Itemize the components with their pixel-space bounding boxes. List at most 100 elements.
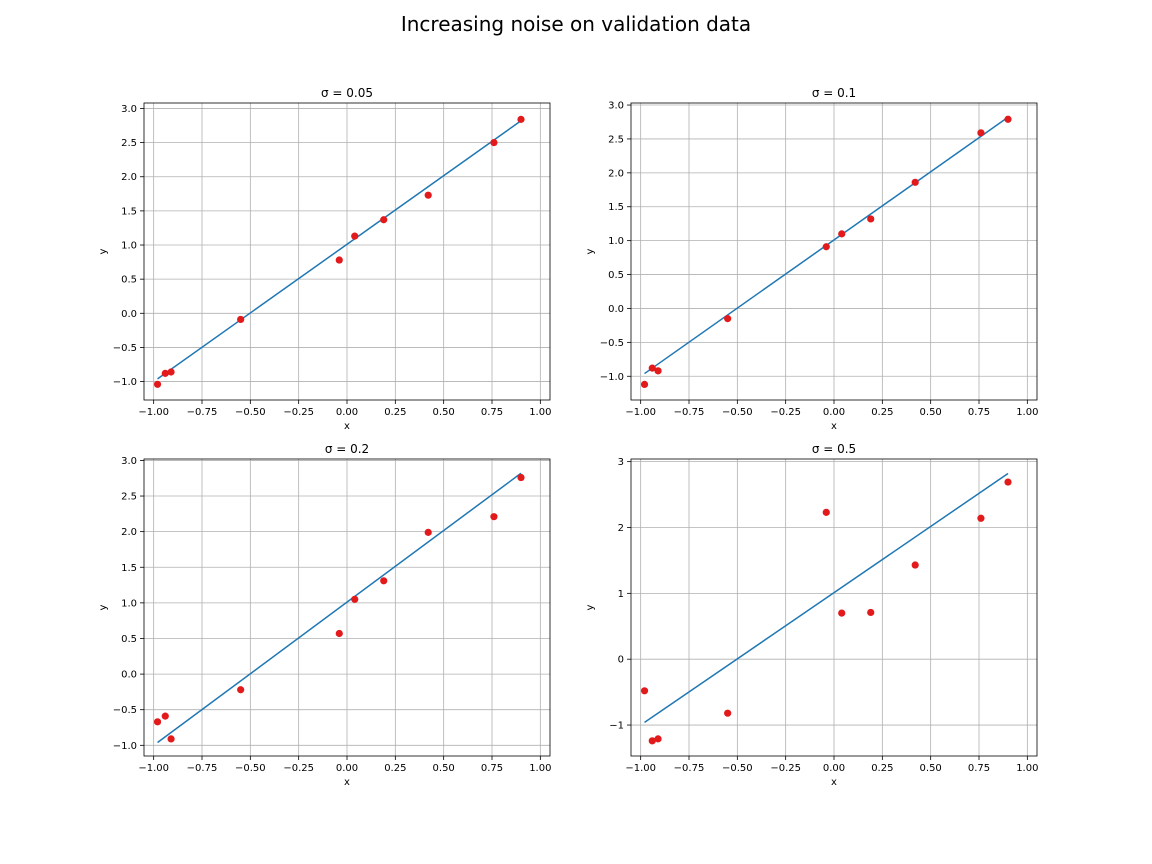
series-line <box>157 120 522 380</box>
y-tick-label: 2.5 <box>121 138 137 149</box>
data-point <box>1004 478 1012 486</box>
x-tick-label: −1.00 <box>625 407 656 418</box>
y-tick-label: 1.5 <box>121 563 137 574</box>
y-tick-label: −0.5 <box>600 338 624 349</box>
axes-frame <box>630 458 1038 757</box>
x-tick-label: 0.50 <box>920 407 942 418</box>
y-tick-label: 2.0 <box>121 527 137 538</box>
x-axis-label: x <box>831 777 837 788</box>
y-tick-label: 3 <box>618 457 624 468</box>
data-point <box>161 712 169 720</box>
x-tick-label: 0.25 <box>871 763 893 774</box>
axes-frame <box>143 458 551 757</box>
data-point <box>640 380 649 389</box>
x-tick-label: 0.75 <box>968 763 990 774</box>
x-axis-label: x <box>831 421 837 432</box>
data-point <box>335 256 343 264</box>
x-tick-label: −0.75 <box>187 763 218 774</box>
data-point <box>153 380 162 388</box>
x-tick-label: −0.75 <box>674 407 705 418</box>
y-tick-label: 3.0 <box>121 104 137 115</box>
y-tick-label: 1.0 <box>608 236 624 247</box>
x-tick-label: 0.25 <box>871 407 893 418</box>
data-point <box>648 364 656 372</box>
data-point <box>237 315 245 324</box>
data-point <box>380 216 388 224</box>
y-tick-label: 1.5 <box>608 202 624 213</box>
data-point <box>424 191 432 199</box>
data-point <box>648 737 656 745</box>
y-tick-label: 1.0 <box>121 598 137 609</box>
data-point <box>654 735 662 743</box>
data-point <box>654 367 662 375</box>
x-tick-label: 1.00 <box>1016 763 1038 774</box>
y-tick-label: 0.5 <box>121 275 137 286</box>
data-point <box>838 230 846 238</box>
y-tick-label: 2.5 <box>121 492 137 503</box>
y-tick-label: −1 <box>609 721 624 732</box>
data-point <box>490 513 498 521</box>
data-point <box>977 129 985 137</box>
y-tick-label: −0.5 <box>113 705 137 716</box>
y-tick-label: 1.0 <box>121 241 137 252</box>
x-tick-label: −0.25 <box>283 763 314 774</box>
x-tick-label: −0.50 <box>235 763 266 774</box>
y-tick-label: 2.5 <box>608 134 624 145</box>
data-point <box>380 577 388 585</box>
x-tick-label: −1.00 <box>138 407 169 418</box>
data-point <box>1004 115 1012 123</box>
y-tick-label: 0.0 <box>121 309 137 320</box>
data-point <box>517 473 525 482</box>
data-point <box>838 609 846 617</box>
subplot-4: −1.00 −0.75 −0.50 −0.25 0.00 0.25 0.50 0.75 1.00… <box>585 442 1038 788</box>
y-tick-label: 0.0 <box>608 304 624 315</box>
figure-title: Increasing noise on validation data <box>400 12 752 36</box>
subplot-title: σ = 0.05 <box>321 86 373 100</box>
x-tick-label: 0.75 <box>968 407 990 418</box>
data-point <box>977 514 985 522</box>
series-line <box>157 472 522 744</box>
data-point <box>867 608 875 617</box>
x-tick-label: 1.00 <box>529 407 551 418</box>
data-point <box>911 178 919 186</box>
data-point <box>724 315 732 323</box>
y-tick-label: −1.0 <box>113 741 137 752</box>
x-tick-label: −0.25 <box>283 407 314 418</box>
y-tick-label: 3.0 <box>121 456 137 467</box>
y-tick-label: 2.0 <box>121 172 137 183</box>
data-point <box>517 115 525 123</box>
y-axis-label: y <box>98 248 109 254</box>
x-tick-label: 0.50 <box>433 763 455 774</box>
x-tick-label: 0.50 <box>433 407 455 418</box>
x-tick-label: 0.75 <box>481 407 503 418</box>
x-tick-label: −0.50 <box>235 407 266 418</box>
x-tick-label: −1.00 <box>138 763 169 774</box>
y-axis-label: y <box>98 604 109 610</box>
y-tick-label: 3.0 <box>608 101 624 112</box>
x-tick-label: 0.25 <box>384 763 406 774</box>
subplot-3: −1.00 −0.75 −0.50 −0.25 0.00 0.25 0.50 0.75 1.00… <box>98 442 551 788</box>
data-point <box>640 687 649 695</box>
data-point <box>167 735 175 743</box>
x-tick-label: 1.00 <box>529 763 551 774</box>
data-point <box>237 686 245 694</box>
y-tick-label: 0.5 <box>121 634 137 645</box>
y-tick-label: 0.5 <box>608 270 624 281</box>
data-point <box>161 369 169 377</box>
data-point <box>822 508 830 516</box>
y-tick-label: 0.0 <box>121 670 137 681</box>
subplot-title: σ = 0.5 <box>812 442 856 456</box>
data-point <box>351 232 359 240</box>
y-tick-label: −0.5 <box>113 343 137 354</box>
x-tick-label: −0.50 <box>722 763 753 774</box>
y-axis-label: y <box>585 604 596 610</box>
data-point <box>867 215 875 223</box>
x-tick-label: 0.25 <box>384 407 406 418</box>
x-tick-label: −0.25 <box>770 763 801 774</box>
data-point <box>490 139 498 147</box>
axes-frame <box>630 102 1038 401</box>
x-tick-label: −1.00 <box>625 763 656 774</box>
x-axis-label: x <box>344 777 350 788</box>
y-tick-label: 2.0 <box>608 168 624 179</box>
y-tick-label: 0 <box>618 655 624 666</box>
